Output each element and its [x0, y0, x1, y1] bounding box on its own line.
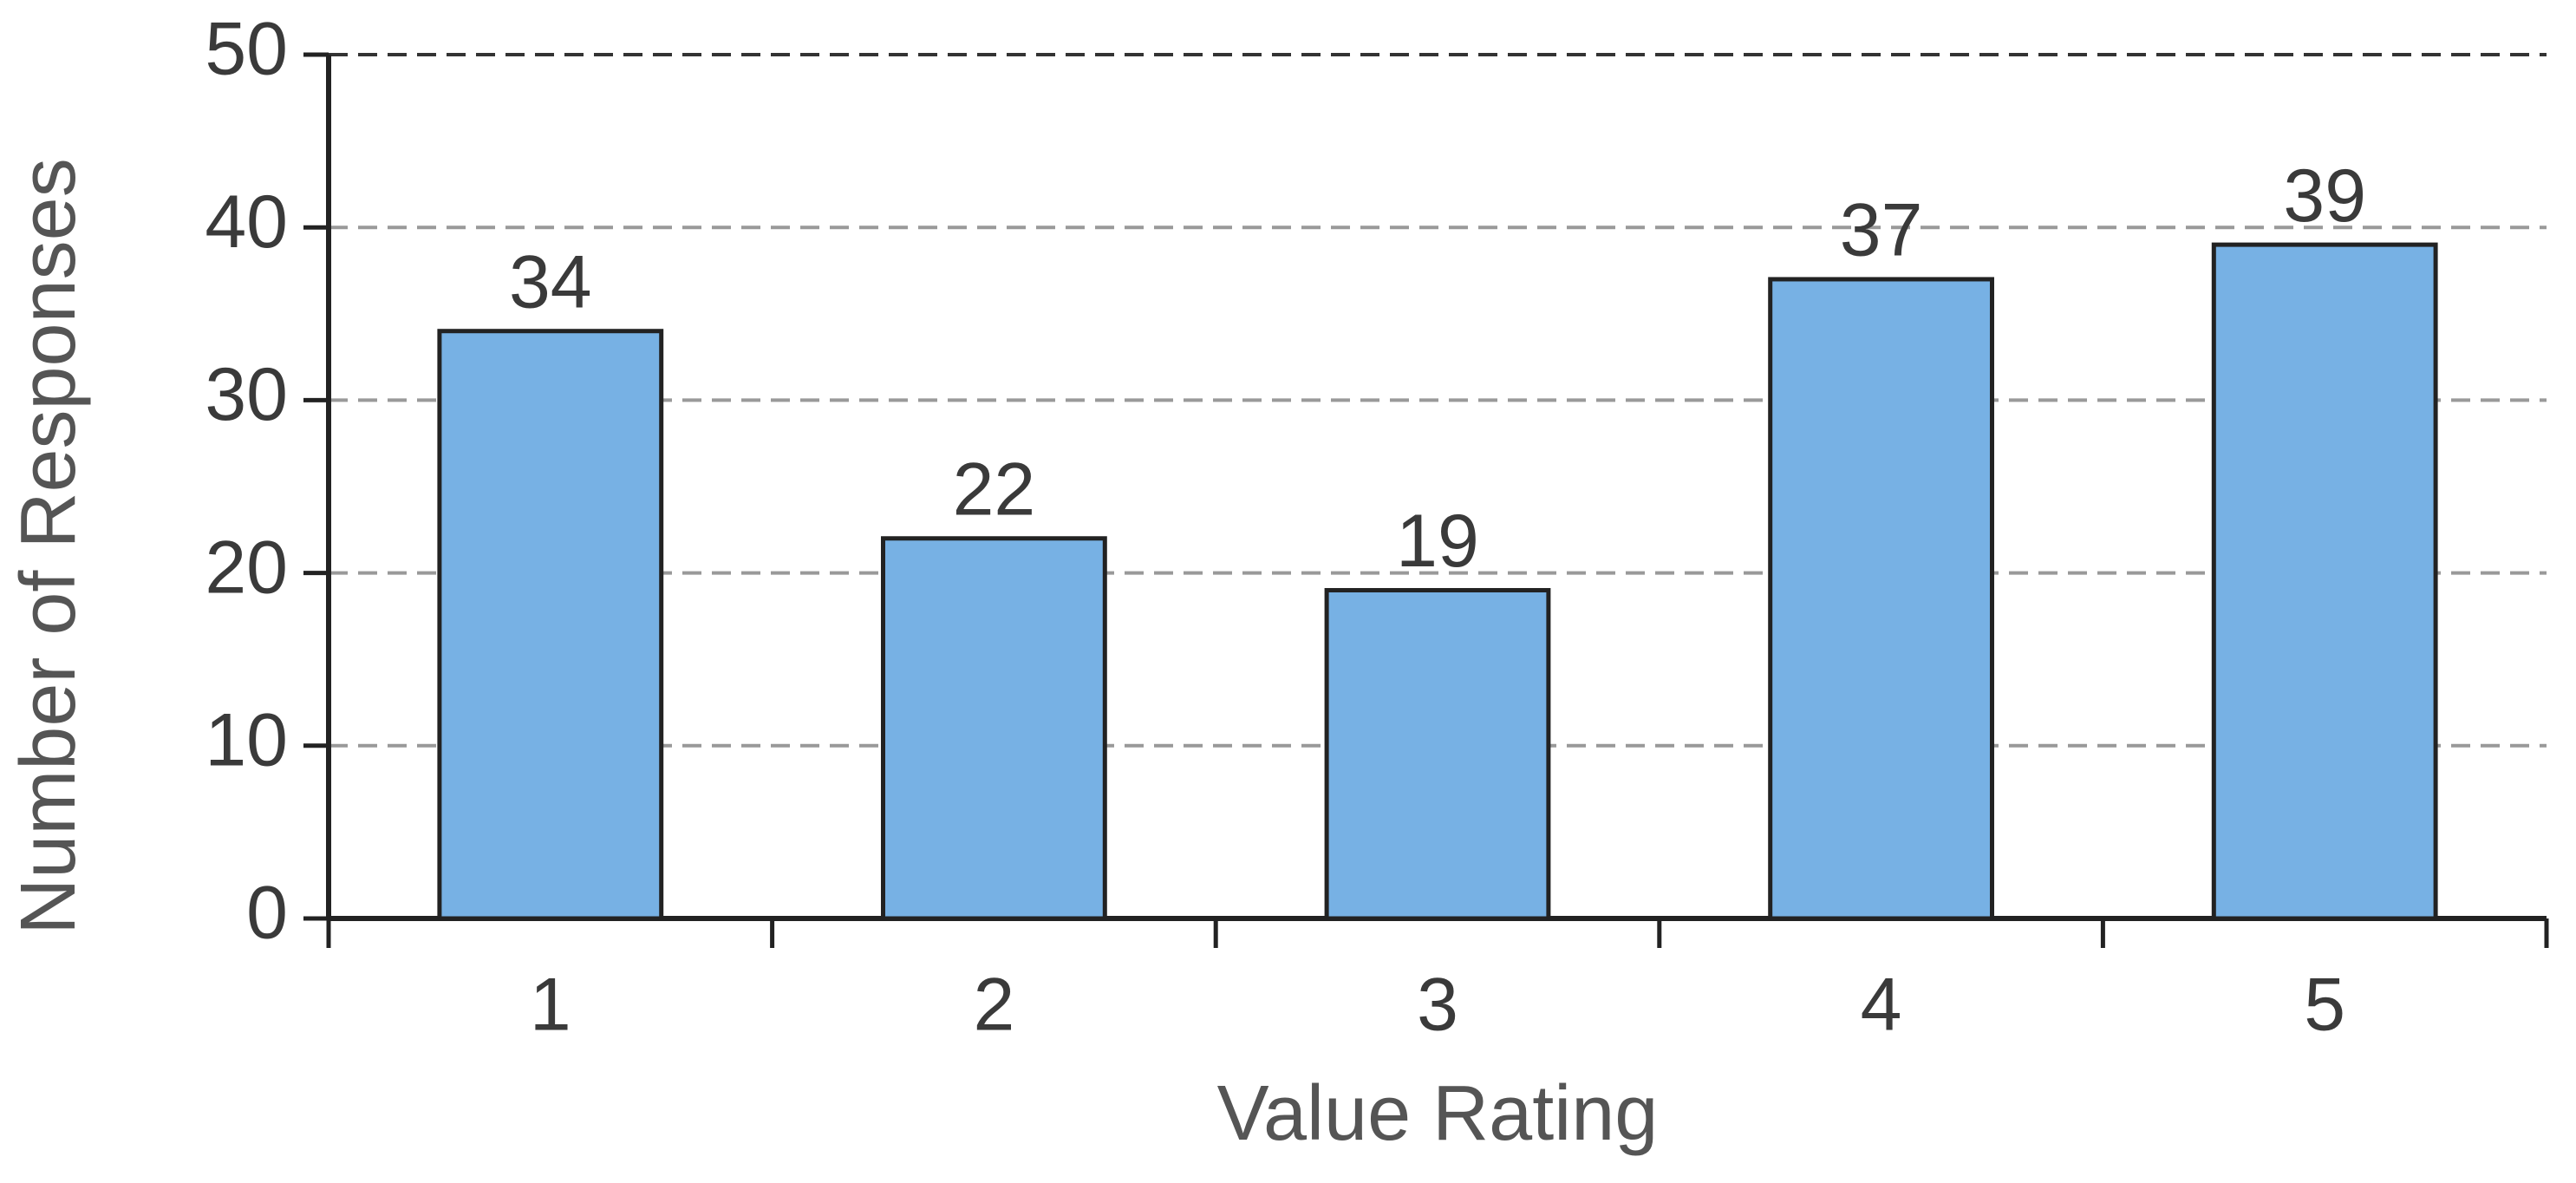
y-tick-label: 0 — [246, 872, 288, 955]
y-tick-label: 10 — [205, 699, 288, 782]
y-axis-title: Number of Responses — [5, 158, 92, 934]
value-label: 34 — [509, 240, 592, 324]
x-tick-label: 2 — [973, 964, 1014, 1047]
bar — [2211, 242, 2438, 921]
y-tick-label: 30 — [205, 353, 288, 436]
x-tick-label: 5 — [2304, 964, 2345, 1047]
value-label: 22 — [953, 448, 1036, 531]
x-tick-label: 1 — [530, 964, 571, 1047]
bar — [881, 536, 1107, 921]
bar — [1324, 588, 1551, 921]
value-label: 37 — [1840, 189, 1923, 272]
x-tick-label: 4 — [1861, 964, 1902, 1047]
x-tick-label: 3 — [1417, 964, 1458, 1047]
x-axis-title: Value Rating — [1217, 1070, 1659, 1157]
y-tick-label: 50 — [205, 8, 288, 91]
y-tick-label: 40 — [205, 180, 288, 264]
value-label: 19 — [1396, 500, 1479, 583]
bar — [1768, 277, 1994, 921]
y-tick-label: 20 — [205, 526, 288, 609]
value-label: 39 — [2283, 154, 2366, 238]
bar — [437, 329, 664, 921]
